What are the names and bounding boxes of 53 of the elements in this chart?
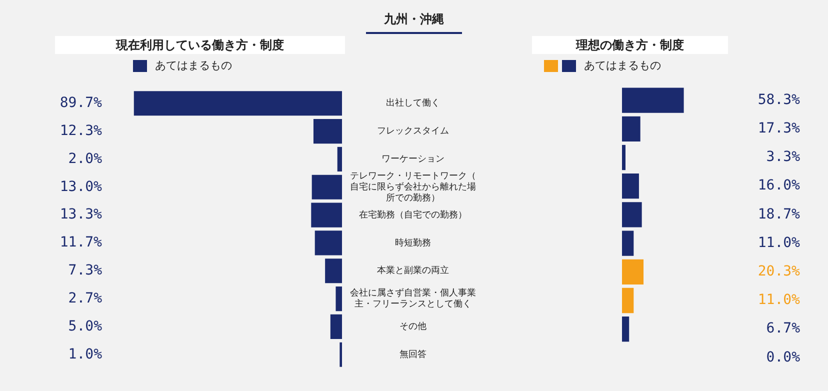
y-tick-label: ワーケーション xyxy=(382,154,444,165)
y-tick-label: 無回答 xyxy=(400,348,426,360)
data-label: 58.3% xyxy=(758,92,801,108)
data-label: 16.0% xyxy=(758,178,801,194)
chart-title: 理想の働き方・制度 xyxy=(532,36,728,54)
data-label: 2.0% xyxy=(68,150,103,167)
bar xyxy=(312,174,342,200)
bar xyxy=(337,146,342,172)
bar xyxy=(311,202,342,228)
y-tick-label: 会社に属さず自営業・個人事業主・フリーランスとして働く xyxy=(350,288,476,310)
y-tick-label: テレワーク・リモートワーク（自宅に限らず会社から離れた場所での勤務） xyxy=(350,172,476,204)
text: 九州・沖縄 xyxy=(366,9,462,34)
data-label: 7.3% xyxy=(68,262,103,279)
y-tick-label: 時短勤務 xyxy=(395,237,431,248)
y-tick-label: 本業と副業の両立 xyxy=(377,265,449,276)
chart-title: 現在利用している働き方・制度 xyxy=(55,36,345,54)
bar xyxy=(622,174,639,199)
data-label: 11.7% xyxy=(60,234,103,251)
data-label: 12.3% xyxy=(60,122,103,139)
y-tick-label: 出社して働く xyxy=(386,98,440,109)
y-tick-label: その他 xyxy=(400,321,426,332)
data-label: 0.0% xyxy=(766,349,801,366)
legend-label: あてはまるもの xyxy=(584,58,661,73)
bar xyxy=(313,118,342,144)
bar xyxy=(622,230,634,256)
bar xyxy=(622,288,634,314)
bar xyxy=(336,286,342,312)
bar xyxy=(622,116,640,142)
bar xyxy=(622,202,642,228)
legend-label: あてはまるもの xyxy=(155,58,232,73)
bar xyxy=(622,88,684,113)
bar xyxy=(325,258,342,284)
data-label: 2.7% xyxy=(68,290,103,306)
data-label: 1.0% xyxy=(68,346,103,362)
bar xyxy=(314,230,342,256)
y-tick-label: フレックスタイム xyxy=(377,126,449,137)
data-label: 20.3% xyxy=(758,264,801,280)
data-label: 11.0% xyxy=(758,292,801,308)
data-label: 17.3% xyxy=(758,120,801,137)
data-label: 89.7% xyxy=(60,95,103,111)
data-label: 5.0% xyxy=(68,318,103,334)
data-label: 13.0% xyxy=(60,178,103,195)
data-label: 11.0% xyxy=(758,234,801,251)
bar xyxy=(622,144,626,170)
y-tick-label: 在宅勤務（自宅での勤務） xyxy=(359,209,467,220)
data-label: 13.3% xyxy=(60,206,103,223)
data-label: 3.3% xyxy=(766,149,801,166)
bar xyxy=(622,316,630,342)
data-label: 18.7% xyxy=(758,206,801,222)
bar xyxy=(134,91,342,116)
bar xyxy=(622,259,644,284)
data-label: 6.7% xyxy=(766,320,801,337)
bar xyxy=(330,314,342,340)
